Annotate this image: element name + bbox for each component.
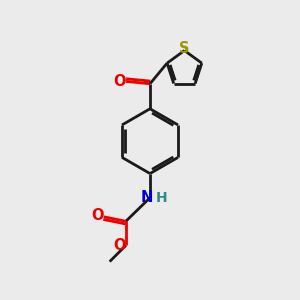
Text: O: O: [91, 208, 103, 224]
Text: H: H: [155, 191, 167, 205]
Text: O: O: [113, 238, 126, 253]
Text: S: S: [179, 41, 190, 56]
Text: O: O: [113, 74, 126, 88]
Text: N: N: [140, 190, 153, 205]
